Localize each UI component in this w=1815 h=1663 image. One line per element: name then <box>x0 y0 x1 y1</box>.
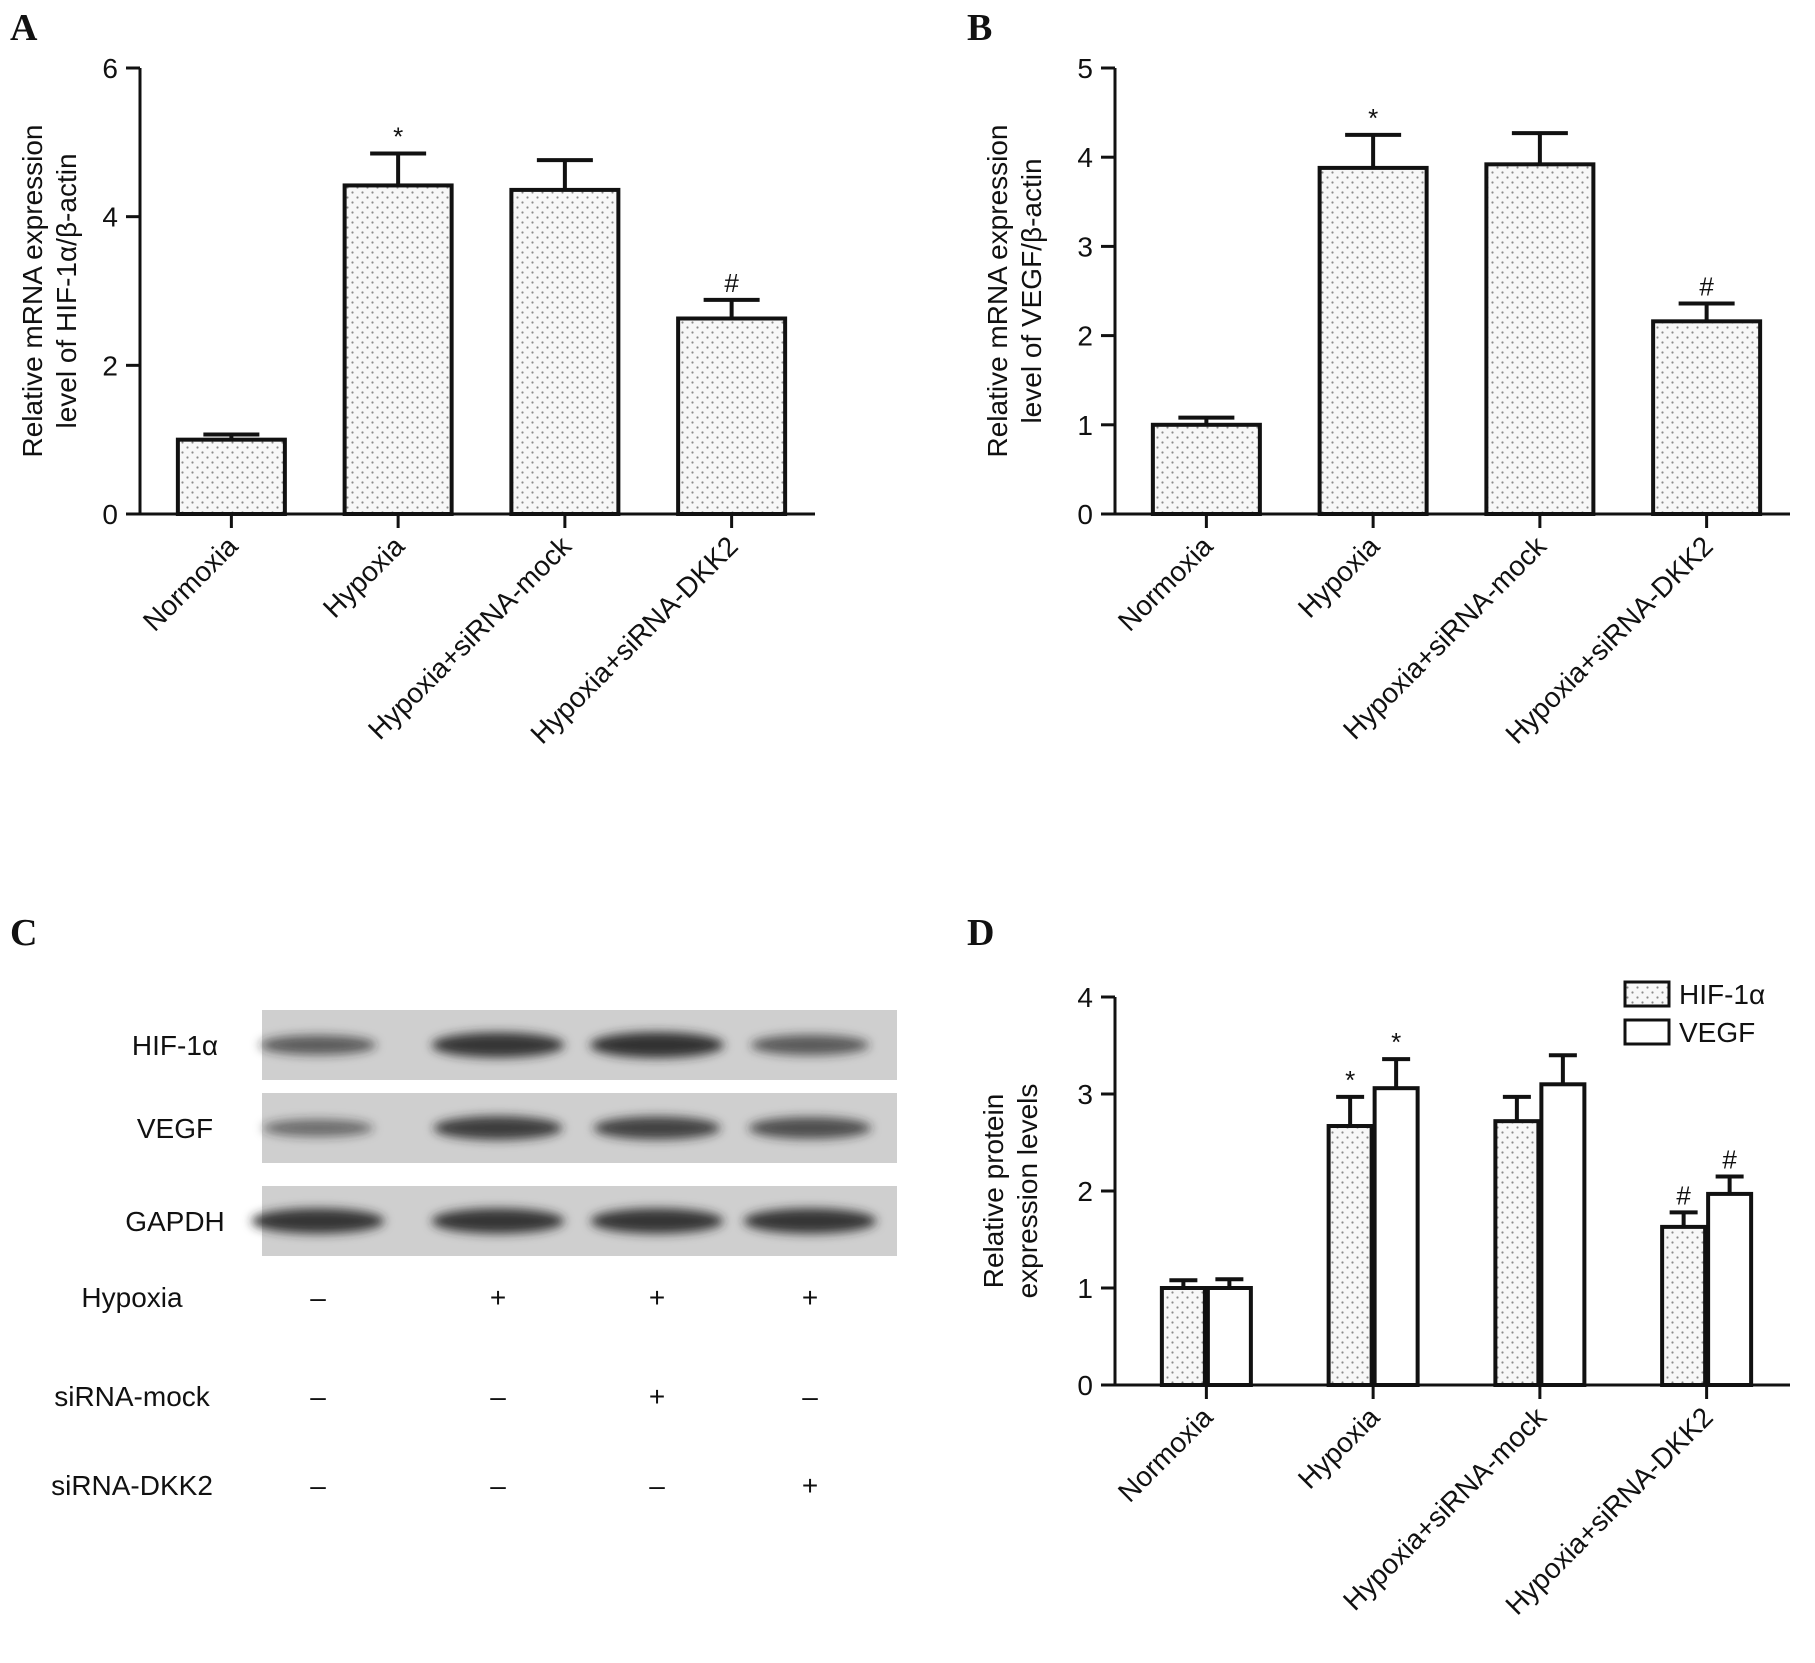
y-axis-title-line: Relative protein <box>978 1094 1009 1289</box>
bar <box>1651 319 1763 516</box>
y-tick-label: 2 <box>1077 321 1093 352</box>
x-tick-label: Normoxia <box>1112 1401 1219 1508</box>
significance-mark: * <box>1391 1027 1401 1057</box>
condition-label: siRNA-DKK2 <box>51 1470 213 1501</box>
y-axis-title: Relative mRNA expression level of VEGF/β-… <box>982 124 1047 457</box>
blot-band <box>743 1208 877 1234</box>
x-tick-label: Hypoxia <box>1292 1401 1386 1495</box>
legend-label: HIF-1α <box>1679 979 1765 1010</box>
bar-hif-1- <box>1493 1119 1541 1388</box>
y-tick-label: 1 <box>1077 410 1093 441</box>
y-tick-label: 0 <box>1077 499 1093 530</box>
condition-mark: – <box>490 1381 506 1412</box>
condition-mark: – <box>310 1381 326 1412</box>
significance-mark: # <box>1699 271 1714 301</box>
bar <box>342 183 454 517</box>
blot-band <box>589 1032 725 1058</box>
bar <box>1317 165 1429 517</box>
legend-swatch <box>1623 980 1671 1008</box>
bar-hif-1- <box>1159 1286 1207 1387</box>
y-axis-title-line: Relative mRNA expression <box>17 124 48 457</box>
significance-mark: * <box>393 121 403 151</box>
condition-mark: + <box>490 1282 506 1313</box>
condition-mark: – <box>310 1282 326 1313</box>
significance-mark: * <box>1345 1065 1355 1095</box>
significance-mark: # <box>1722 1144 1737 1174</box>
y-tick-label: 3 <box>1077 1079 1093 1110</box>
condition-mark: + <box>802 1470 818 1501</box>
blot-band <box>593 1116 721 1140</box>
blot-row-label: GAPDH <box>125 1206 225 1237</box>
y-tick-label: 3 <box>1077 231 1093 262</box>
significance-mark: # <box>1676 1180 1691 1210</box>
blot-band <box>590 1208 724 1234</box>
x-tick-label: Normoxia <box>137 530 244 637</box>
y-tick-label: 5 <box>1077 53 1093 84</box>
bar <box>509 187 621 516</box>
panel-letter-b: B <box>967 7 992 49</box>
y-tick-label: 4 <box>102 202 118 233</box>
blot-band <box>431 1208 565 1234</box>
panel-letter-d: D <box>967 912 994 954</box>
bar-vegf <box>1205 1286 1253 1387</box>
panel-letter-a: A <box>10 7 38 49</box>
condition-mark: – <box>490 1470 506 1501</box>
bar-vegf <box>1372 1086 1420 1388</box>
legend-label: VEGF <box>1679 1017 1755 1048</box>
condition-mark: + <box>649 1381 665 1412</box>
bar <box>1150 422 1262 516</box>
y-tick-label: 0 <box>102 499 118 530</box>
y-axis-title-line: expression levels <box>1012 1084 1043 1299</box>
condition-mark: + <box>802 1282 818 1313</box>
panel-letter-c: C <box>10 912 37 954</box>
significance-mark: * <box>1368 103 1378 133</box>
bar <box>1484 162 1596 516</box>
y-tick-label: 2 <box>1077 1176 1093 1207</box>
blot-band <box>748 1117 872 1139</box>
condition-mark: + <box>649 1282 665 1313</box>
x-tick-label: Hypoxia <box>1292 530 1386 624</box>
blot-row-label: VEGF <box>137 1113 213 1144</box>
blot-band <box>431 1032 565 1058</box>
y-tick-label: 4 <box>1077 142 1093 173</box>
condition-label: siRNA-mock <box>54 1381 211 1412</box>
bar <box>676 316 788 516</box>
y-axis-title: Relative mRNA expression level of HIF-1α/… <box>17 124 82 457</box>
y-tick-label: 2 <box>102 350 118 381</box>
western-blot-panel-c: HIF-1α VEGF GAPDH Hypoxia – + + + siRNA-mock – – + –… <box>51 1010 897 1501</box>
blot-row-label: HIF-1α <box>132 1030 218 1061</box>
bar-hif-1- <box>1660 1224 1708 1388</box>
condition-mark: – <box>802 1381 818 1412</box>
y-tick-label: 4 <box>1077 982 1093 1013</box>
blot-band <box>262 1119 374 1137</box>
condition-label: Hypoxia <box>81 1282 183 1313</box>
y-axis-title-line: level of VEGF/β-actin <box>1016 158 1047 423</box>
x-tick-label: Normoxia <box>1112 530 1219 637</box>
bar-vegf <box>1539 1082 1587 1388</box>
significance-mark: # <box>724 268 739 298</box>
condition-mark: – <box>649 1470 665 1501</box>
y-axis-title: Relative protein expression levels <box>978 1084 1043 1299</box>
y-tick-label: 6 <box>102 53 118 84</box>
y-axis-title-line: level of HIF-1α/β-actin <box>51 153 82 428</box>
blot-band <box>433 1116 563 1140</box>
x-tick-label: Hypoxia <box>317 530 411 624</box>
y-axis-title-line: Relative mRNA expression <box>982 124 1013 457</box>
condition-mark: – <box>310 1470 326 1501</box>
bar-hif-1- <box>1326 1124 1374 1387</box>
y-tick-label: 0 <box>1077 1370 1093 1401</box>
legend-swatch <box>1623 1018 1671 1046</box>
blot-band <box>259 1035 377 1055</box>
bar <box>175 437 287 516</box>
blot-band <box>251 1208 385 1234</box>
bar-vegf <box>1706 1191 1754 1388</box>
blot-band <box>750 1034 870 1056</box>
y-tick-label: 1 <box>1077 1273 1093 1304</box>
